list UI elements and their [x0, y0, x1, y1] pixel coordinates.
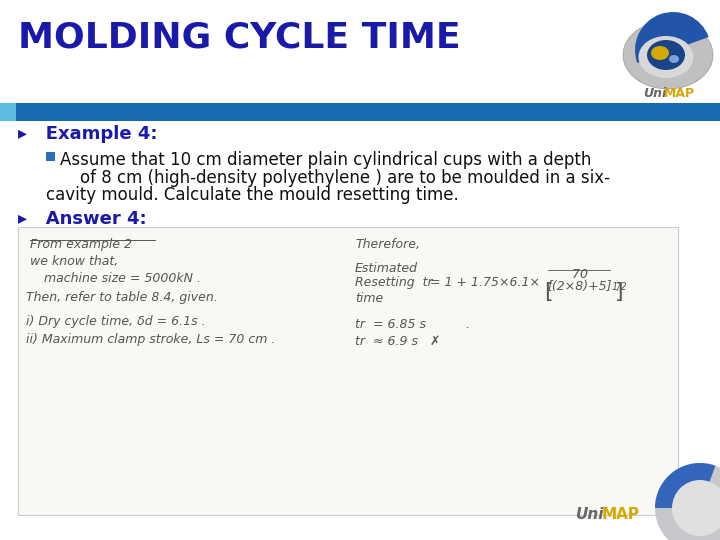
Text: From example 2: From example 2 [30, 238, 132, 251]
Ellipse shape [647, 40, 685, 70]
Text: ii) Maximum clamp stroke, Ls = 70 cm .: ii) Maximum clamp stroke, Ls = 70 cm . [26, 333, 275, 346]
Text: Resetting  tr: Resetting tr [355, 276, 433, 289]
Text: MAP: MAP [664, 87, 695, 100]
Text: ▸   Answer 4:: ▸ Answer 4: [18, 210, 147, 228]
Bar [0, 103, 16, 121]
Text: tr  = 6.85 s          .: tr = 6.85 s . [355, 318, 470, 331]
Text: Assume that 10 cm diameter plain cylindrical cups with a depth: Assume that 10 cm diameter plain cylindr… [60, 151, 591, 169]
Text: Uni: Uni [576, 507, 605, 522]
Text: MOLDING CYCLE TIME: MOLDING CYCLE TIME [18, 20, 461, 54]
Text: = 1 + 1.75×6.1×: = 1 + 1.75×6.1× [430, 276, 540, 289]
Text: Therefore,: Therefore, [355, 238, 420, 251]
Circle shape [672, 480, 720, 536]
Text: Then, refer to table 8.4, given.: Then, refer to table 8.4, given. [26, 291, 217, 304]
Text: we know that,: we know that, [30, 255, 118, 268]
Bar [0, 0, 720, 100]
Text: [: [ [544, 282, 553, 302]
Wedge shape [635, 12, 708, 63]
Bar [46, 152, 55, 161]
FancyBboxPatch shape [18, 227, 678, 515]
Text: MAP: MAP [602, 507, 640, 522]
Text: ▸   Example 4:: ▸ Example 4: [18, 125, 158, 143]
Text: time: time [355, 292, 383, 305]
Text: Estimated: Estimated [355, 262, 418, 275]
Text: i) Dry cycle time, δd = 6.1s .: i) Dry cycle time, δd = 6.1s . [26, 315, 206, 328]
Text: 70: 70 [548, 268, 588, 281]
Ellipse shape [639, 36, 693, 78]
Ellipse shape [669, 55, 679, 63]
Wedge shape [655, 463, 716, 508]
Text: of 8 cm (high-density polyethylene ) are to be moulded in a six-: of 8 cm (high-density polyethylene ) are… [80, 169, 610, 187]
Text: machine size = 5000kN .: machine size = 5000kN . [44, 272, 201, 285]
Ellipse shape [651, 46, 669, 60]
Text: cavity mould. Calculate the mould resetting time.: cavity mould. Calculate the mould resett… [46, 186, 459, 204]
Circle shape [655, 463, 720, 540]
Text: tr  ≈ 6.9 s   ✗: tr ≈ 6.9 s ✗ [355, 335, 441, 348]
Text: ]: ] [615, 282, 624, 302]
Text: Uni: Uni [643, 87, 666, 100]
Text: 1/2: 1/2 [612, 282, 628, 292]
Text: [(2×8)+5]: [(2×8)+5] [548, 280, 613, 293]
Bar [16, 103, 720, 121]
Ellipse shape [623, 21, 713, 89]
